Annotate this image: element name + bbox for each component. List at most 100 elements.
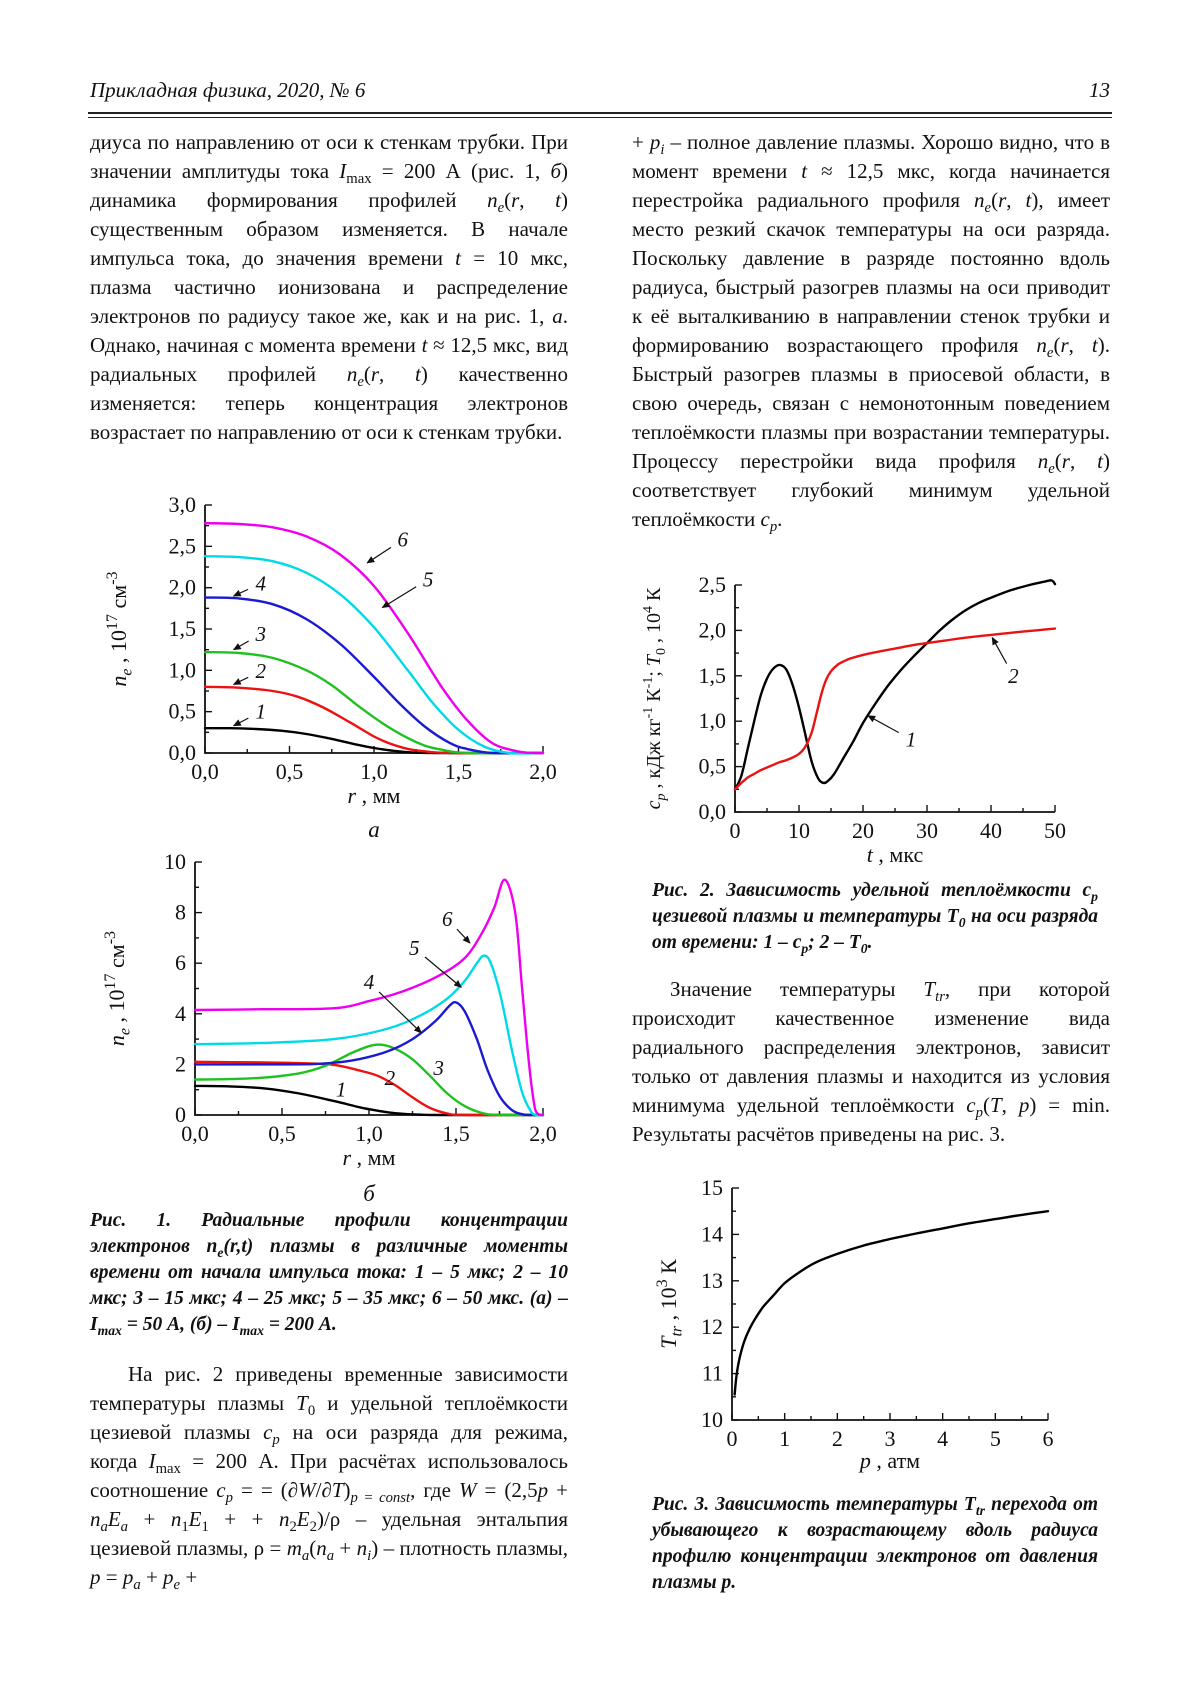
tick-labels: 0,0 0,5 1,0 1,5 2,0 0,0 0,5 1,0 1,5 2,0 2,5 3,0 <box>169 492 557 784</box>
y-axis-label: cp , кДж кг-1 К-1; T0 , 104 К <box>641 587 669 809</box>
series-6-curve <box>203 521 545 755</box>
svg-text:2: 2 <box>832 1426 843 1451</box>
svg-text:8: 8 <box>175 900 186 925</box>
series-3-curve <box>193 1043 545 1117</box>
series-4-curve <box>193 1001 545 1117</box>
right-paragraph-2: Значение температуры Ttr, при которой пр… <box>632 975 1110 1149</box>
curve-label-5: 5 <box>409 936 420 960</box>
svg-text:1,5: 1,5 <box>442 1121 470 1146</box>
left-paragraph-1: диуса по направлению от оси к стенкам тр… <box>90 128 568 447</box>
svg-text:1,0: 1,0 <box>355 1121 383 1146</box>
svg-text:1,5: 1,5 <box>699 663 727 688</box>
curve-label-6: 6 <box>442 907 453 931</box>
curves <box>193 878 545 1117</box>
series-2-curve <box>203 685 545 755</box>
svg-text:10: 10 <box>164 849 186 874</box>
curve-label-5: 5 <box>423 567 434 591</box>
svg-text:0,5: 0,5 <box>169 699 197 724</box>
svg-text:30: 30 <box>916 818 938 843</box>
tick-labels: 0,0 0,5 1,0 1,5 2,0 0 2 4 6 8 10 <box>164 849 557 1146</box>
curve-label-6: 6 <box>397 528 408 552</box>
header-rule <box>88 112 1112 118</box>
svg-text:0,5: 0,5 <box>268 1121 296 1146</box>
svg-text:2,0: 2,0 <box>169 575 197 600</box>
curve-label-3: 3 <box>432 1056 444 1080</box>
series-6-curve <box>193 878 545 1117</box>
svg-text:0: 0 <box>730 818 741 843</box>
series-1-curve <box>733 579 1057 791</box>
curves <box>733 1210 1050 1396</box>
svg-text:2,0: 2,0 <box>529 759 557 784</box>
curve-label-1: 1 <box>906 727 917 751</box>
x-axis-label: r , мм <box>343 1145 396 1170</box>
left-paragraph-2: На рис. 2 приведены временные зависимост… <box>90 1360 568 1593</box>
svg-text:1,0: 1,0 <box>169 657 197 682</box>
svg-text:40: 40 <box>980 818 1002 843</box>
series-4-curve <box>203 596 545 755</box>
svg-text:50: 50 <box>1044 818 1066 843</box>
curves <box>733 579 1057 791</box>
svg-text:10: 10 <box>701 1407 723 1432</box>
page-number: 13 <box>1089 78 1110 102</box>
svg-text:4: 4 <box>175 1001 186 1026</box>
svg-text:4: 4 <box>937 1426 948 1451</box>
svg-text:11: 11 <box>702 1361 723 1386</box>
svg-text:13: 13 <box>701 1268 723 1293</box>
tick-labels: 0 10 20 30 40 50 0,0 0,5 1,0 1,5 2,0 2,5 <box>699 572 1067 843</box>
curve-label-1: 1 <box>336 1078 347 1102</box>
svg-text:0: 0 <box>175 1102 186 1127</box>
curve-label-1: 1 <box>256 700 267 724</box>
annotations: 1 2 3 4 56 <box>336 907 471 1102</box>
series-1-curve <box>203 726 545 755</box>
axes <box>731 1188 1048 1421</box>
svg-text:0,5: 0,5 <box>699 754 727 779</box>
svg-text:10: 10 <box>788 818 810 843</box>
x-axis-label: p , атм <box>858 1448 920 1473</box>
figure-1b: 0,0 0,5 1,0 1,5 2,0 0 2 4 6 8 10 1 2 3 4 5 6 ne , 1017 см… <box>90 846 570 1238</box>
curve-label-4: 4 <box>364 970 375 994</box>
subfigure-label: б <box>363 1181 376 1206</box>
svg-text:6: 6 <box>1043 1426 1054 1451</box>
ticks <box>734 584 1056 813</box>
series-2-curve <box>193 1060 545 1117</box>
series-2-curve <box>733 627 1057 791</box>
series-3-curve <box>203 650 545 755</box>
svg-text:0,0: 0,0 <box>169 740 197 765</box>
annotations: 1 2 3 4 56 <box>232 528 434 727</box>
svg-text:1,5: 1,5 <box>445 759 473 784</box>
axes <box>734 585 1055 813</box>
svg-text:0,0: 0,0 <box>699 799 727 824</box>
series-1-curve <box>193 1084 545 1117</box>
svg-text:1,5: 1,5 <box>169 616 197 641</box>
svg-text:0,0: 0,0 <box>191 759 219 784</box>
curves <box>203 521 545 755</box>
ticks <box>731 1187 1049 1421</box>
curve-label-2: 2 <box>385 1066 396 1090</box>
x-axis-label: t , мкс <box>867 842 924 867</box>
series-T_tr-curve <box>733 1210 1050 1396</box>
annotations: 12 <box>867 636 1019 751</box>
svg-text:14: 14 <box>701 1221 723 1246</box>
figure-2-caption: Рис. 2. Зависимость удельной теплоёмкост… <box>652 878 1098 956</box>
svg-text:2,0: 2,0 <box>699 617 727 642</box>
figure-3-caption: Рис. 3. Зависимость температуры Ttr пере… <box>652 1492 1098 1596</box>
subfigure-label: а <box>368 817 380 842</box>
svg-text:0: 0 <box>727 1426 738 1451</box>
body-text: Значение температуры Ttr, при которой пр… <box>632 977 1111 1146</box>
figure-2: 0 10 20 30 40 50 0,0 0,5 1,0 1,5 2,0 2,5 1 2 cp , кДж … <box>632 553 1110 885</box>
svg-text:1,0: 1,0 <box>699 708 727 733</box>
y-axis-label: Ttr , 103 К <box>654 1259 685 1349</box>
curve-label-4: 4 <box>256 572 267 596</box>
svg-text:2,5: 2,5 <box>169 533 197 558</box>
svg-text:1,0: 1,0 <box>360 759 388 784</box>
caption-text: Рис. 1. Радиальные профили концентрации … <box>90 1210 568 1338</box>
svg-text:5: 5 <box>990 1426 1001 1451</box>
svg-text:15: 15 <box>701 1175 723 1200</box>
curve-label-2: 2 <box>1008 664 1019 688</box>
series-5-curve <box>203 555 545 755</box>
